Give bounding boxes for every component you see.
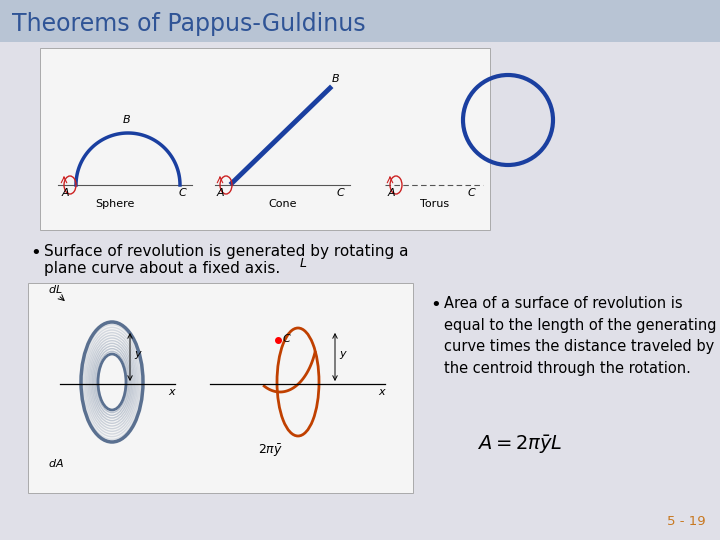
Text: A: A (388, 188, 395, 198)
Text: Sphere: Sphere (95, 199, 135, 209)
Text: Theorems of Pappus-Guldinus: Theorems of Pappus-Guldinus (12, 12, 366, 36)
Text: A: A (62, 188, 70, 198)
Text: 5 - 19: 5 - 19 (667, 515, 706, 528)
Text: Area of a surface of revolution is
equal to the length of the generating
curve t: Area of a surface of revolution is equal… (444, 296, 716, 376)
Text: •: • (30, 244, 41, 262)
Text: $dL$: $dL$ (48, 283, 63, 295)
Text: y: y (339, 349, 346, 359)
Text: Torus: Torus (420, 199, 449, 209)
Text: C: C (179, 188, 186, 198)
Text: A: A (217, 188, 225, 198)
Text: B: B (123, 115, 130, 125)
Text: •: • (430, 296, 441, 314)
Text: Cone: Cone (269, 199, 297, 209)
FancyBboxPatch shape (28, 283, 413, 493)
Text: C: C (337, 188, 345, 198)
Text: $2\pi\bar{y}$: $2\pi\bar{y}$ (258, 442, 283, 459)
FancyBboxPatch shape (40, 48, 490, 230)
Text: $dA$: $dA$ (48, 457, 64, 469)
Text: y: y (134, 349, 140, 359)
Text: $A = 2\pi\bar{y}L$: $A = 2\pi\bar{y}L$ (477, 433, 563, 456)
FancyBboxPatch shape (0, 0, 720, 42)
Text: x: x (168, 387, 175, 397)
Text: C: C (468, 188, 476, 198)
Text: L: L (300, 257, 307, 270)
Text: C: C (283, 334, 291, 344)
Text: x: x (378, 387, 384, 397)
Text: B: B (332, 74, 340, 84)
Text: plane curve about a fixed axis.: plane curve about a fixed axis. (44, 261, 280, 276)
Text: Surface of revolution is generated by rotating a: Surface of revolution is generated by ro… (44, 244, 408, 259)
